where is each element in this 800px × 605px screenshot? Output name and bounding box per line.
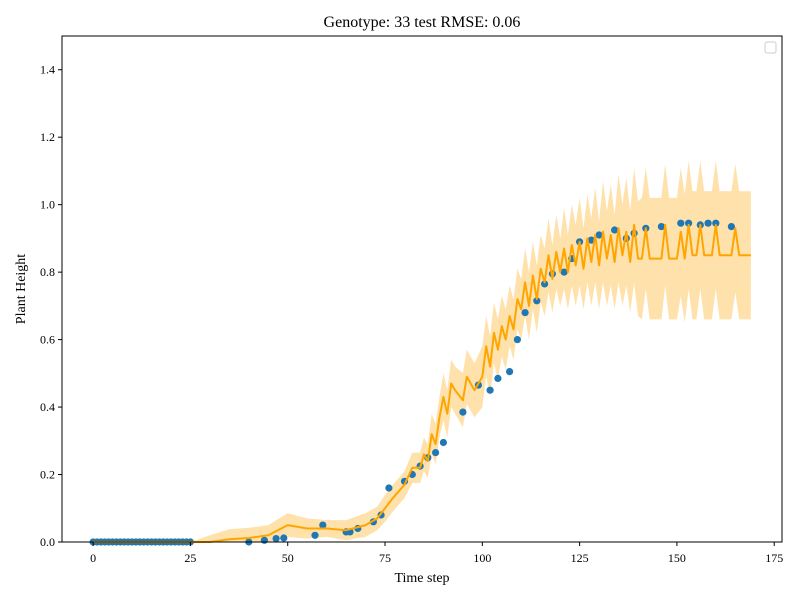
x-tick-label: 150	[668, 551, 686, 565]
y-tick-label: 0.2	[40, 468, 55, 482]
y-tick-label: 0.0	[40, 535, 55, 549]
confidence-band	[93, 160, 751, 543]
observed-point	[704, 219, 712, 227]
observed-point	[560, 268, 568, 276]
x-tick-label: 125	[571, 551, 589, 565]
observed-point	[611, 226, 619, 234]
axes-frame	[61, 35, 783, 543]
observed-point	[712, 219, 720, 227]
x-tick-label: 0	[90, 551, 96, 565]
x-tick-label: 100	[473, 551, 491, 565]
x-tick-label: 50	[282, 551, 294, 565]
observed-point	[311, 531, 319, 539]
observed-point	[533, 297, 541, 305]
y-axis-label: Plant Height	[14, 254, 29, 324]
observed-point	[272, 535, 280, 543]
x-tick-label: 75	[379, 551, 391, 565]
prediction-line	[93, 223, 751, 543]
observed-point	[541, 280, 549, 288]
observed-point	[486, 386, 494, 394]
observed-point	[432, 449, 440, 457]
y-tick-label: 1.4	[40, 63, 55, 77]
y-tick-label: 0.8	[40, 265, 55, 279]
legend-box	[764, 41, 777, 54]
y-tick-label: 1.2	[40, 130, 55, 144]
observed-point	[494, 374, 502, 382]
observed-point	[506, 368, 514, 376]
observed-point	[677, 219, 685, 227]
observed-point	[657, 223, 666, 231]
x-axis-label: Time step	[394, 571, 449, 586]
observed-point	[459, 408, 467, 416]
y-tick-label: 1.0	[40, 198, 55, 212]
observed-point	[513, 336, 522, 344]
chart-title: Genotype: 33 test RMSE: 0.06	[324, 14, 521, 31]
plot-area: 0 25 50 75 100 125 150 175 0.0 0.2 0.4 0.6 0.8 1.0 1.2…	[40, 35, 783, 565]
observed-point	[439, 438, 447, 447]
observed-point	[685, 219, 693, 227]
observed-point	[385, 484, 393, 492]
observed-point	[319, 521, 327, 529]
y-tick-label: 0.4	[40, 400, 55, 414]
observed-point	[587, 236, 595, 244]
observed-point	[727, 223, 736, 231]
observed-point	[260, 536, 268, 544]
x-tick-label: 175	[765, 551, 783, 565]
observed-point	[280, 534, 288, 542]
x-tick-label: 25	[184, 551, 196, 565]
y-tick-label: 0.6	[40, 333, 55, 347]
observed-point	[595, 231, 603, 239]
observed-point	[521, 309, 529, 317]
